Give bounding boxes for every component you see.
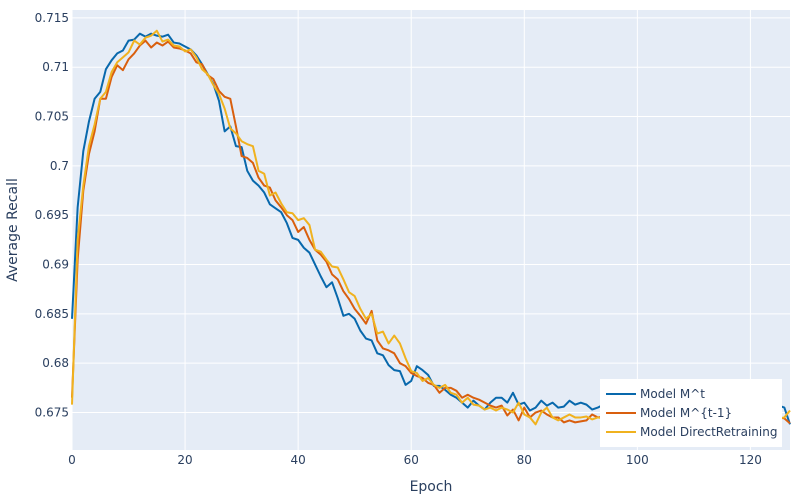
- legend-item-0[interactable]: Model M^t: [606, 387, 705, 401]
- legend-label: Model DirectRetraining: [640, 425, 777, 439]
- legend-item-1[interactable]: Model M^{t-1}: [606, 406, 732, 420]
- x-tick-label: 0: [68, 453, 76, 467]
- y-tick-label: 0.705: [35, 110, 69, 124]
- x-tick-label: 100: [626, 453, 649, 467]
- legend[interactable]: Model M^t Model M^{t-1} Model DirectRetrai…: [600, 379, 782, 447]
- x-tick-label: 80: [517, 453, 532, 467]
- y-tick-label: 0.675: [35, 406, 69, 420]
- y-tick-label: 0.695: [35, 208, 69, 222]
- legend-label: Model M^{t-1}: [640, 406, 732, 420]
- y-tick-label: 0.685: [35, 307, 69, 321]
- y-tick-label: 0.68: [42, 356, 69, 370]
- x-axis-ticks: 0 20 40 60 80 100 120: [68, 453, 762, 467]
- legend-item-2[interactable]: Model DirectRetraining: [606, 425, 777, 439]
- y-tick-label: 0.715: [35, 11, 69, 25]
- legend-label: Model M^t: [640, 387, 705, 401]
- x-tick-label: 40: [291, 453, 306, 467]
- y-axis-ticks: 0.675 0.68 0.685 0.69 0.695 0.7 0.705 0.71 0.715: [35, 11, 69, 420]
- y-tick-label: 0.69: [42, 258, 69, 272]
- grid: [71, 10, 790, 450]
- x-tick-label: 20: [177, 453, 192, 467]
- plot-background: [72, 10, 790, 450]
- x-axis-label: Epoch: [410, 479, 453, 495]
- y-tick-label: 0.71: [42, 60, 69, 74]
- x-tick-label: 60: [404, 453, 419, 467]
- y-axis-label: Average Recall: [5, 178, 21, 282]
- y-tick-label: 0.7: [50, 159, 69, 173]
- x-tick-label: 120: [739, 453, 762, 467]
